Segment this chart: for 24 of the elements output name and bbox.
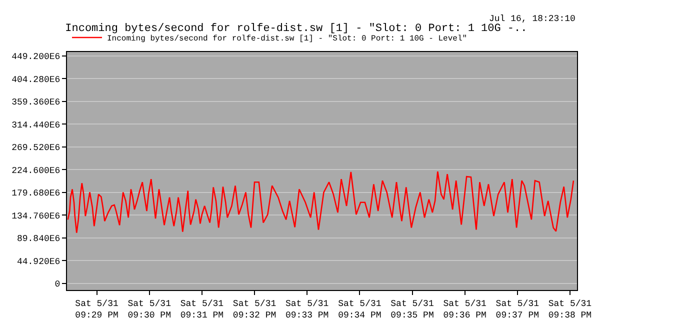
y-tick-label: 269.520E6	[12, 143, 60, 154]
x-tick-label: Sat 5/31 09:32 PM	[232, 298, 276, 320]
y-tick-label: 449.200E6	[12, 52, 60, 62]
text: Jul 16, 18:23:10	[489, 14, 576, 24]
y-tick-label: 179.680E6	[12, 188, 60, 199]
y-tick-label: 0	[54, 280, 60, 290]
legend-label: Incoming bytes/second for rolfe-dist.sw [1] - "Slot: 0 Port: 1 10G - Level"	[107, 34, 468, 44]
y-tick-label: 224.600E6	[12, 166, 60, 176]
chart-title: Incoming bytes/second for rolfe-dist.sw [1] - "Slot: 0 Port: 1 10G -..	[65, 23, 528, 36]
x-tick-label: Sat 5/31 09:33 PM	[285, 298, 329, 320]
x-tick-label: Sat 5/31 09:35 PM	[390, 298, 434, 320]
y-tick-label: 314.440E6	[12, 120, 60, 130]
x-tick-label: Sat 5/31 09:29 PM	[75, 298, 118, 320]
y-tick-label: 359.360E6	[12, 98, 60, 108]
y-tick-label: 404.280E6	[12, 74, 60, 85]
x-tick-label: Sat 5/31 09:31 PM	[180, 298, 224, 320]
x-tick-label: Sat 5/31 09:37 PM	[496, 298, 540, 320]
x-tick-label: Sat 5/31 09:30 PM	[128, 298, 171, 320]
y-tick-label: 134.760E6	[12, 211, 60, 222]
x-tick-label: Sat 5/31 09:34 PM	[338, 298, 382, 320]
x-tick-label: Sat 5/31 09:36 PM	[443, 298, 486, 320]
x-tick-label: Sat 5/31 09:38 PM	[548, 298, 592, 320]
y-tick-label: 89.840E6	[16, 234, 60, 244]
y-tick-label: 44.920E6	[16, 256, 60, 267]
